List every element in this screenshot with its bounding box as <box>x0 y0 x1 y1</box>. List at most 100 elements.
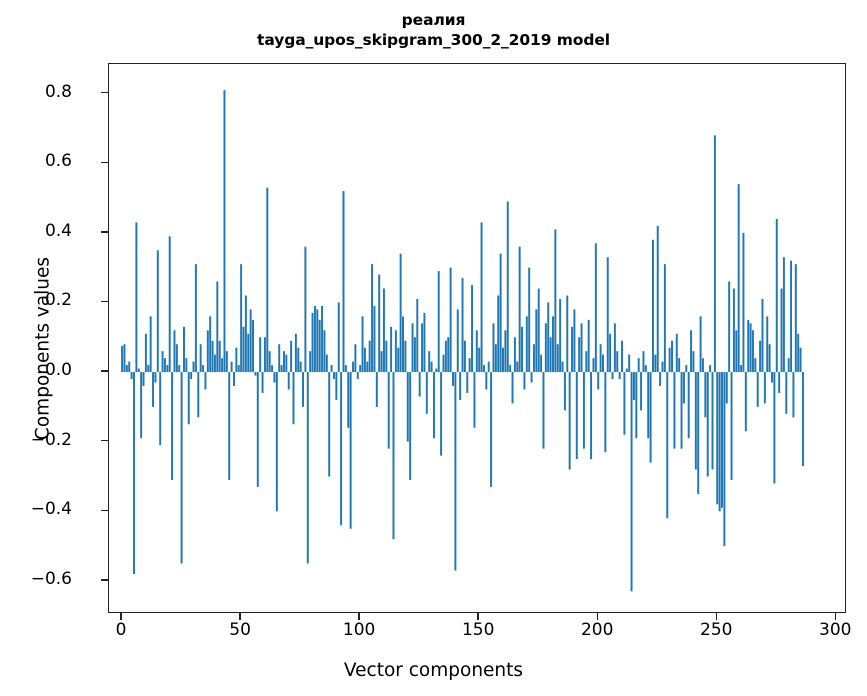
bar <box>499 253 502 373</box>
bar <box>237 365 240 373</box>
bar <box>175 344 178 373</box>
bar <box>518 246 521 373</box>
bar <box>382 288 385 373</box>
bar <box>394 330 397 373</box>
bar <box>233 372 235 386</box>
bar <box>635 372 638 439</box>
bar <box>685 365 688 373</box>
bar <box>290 340 293 373</box>
bar <box>328 372 331 477</box>
bar <box>163 358 166 373</box>
bar <box>306 372 309 564</box>
bar <box>375 372 378 407</box>
bar <box>385 340 388 373</box>
bar <box>582 372 585 449</box>
x-tick-mark <box>477 613 479 620</box>
bar <box>528 267 531 373</box>
bar <box>721 372 723 508</box>
bar <box>194 264 197 373</box>
chart-title-line-1: реалия <box>401 11 466 29</box>
bar <box>487 361 490 373</box>
bar <box>373 305 376 373</box>
bar <box>209 316 212 373</box>
bar <box>323 330 326 373</box>
bar <box>268 351 271 373</box>
bar <box>435 368 438 373</box>
bar <box>744 372 747 432</box>
bar <box>406 372 409 442</box>
x-tick-label: 300 <box>819 620 852 640</box>
bar <box>787 358 790 373</box>
bar <box>532 344 535 373</box>
bar <box>302 372 304 407</box>
bar <box>735 330 738 373</box>
bar <box>228 372 231 480</box>
y-tick-mark <box>101 91 108 94</box>
bar <box>587 319 590 373</box>
bar <box>568 372 571 470</box>
bar <box>423 312 426 373</box>
bar <box>380 351 383 373</box>
bar <box>368 340 371 373</box>
bar <box>294 333 297 373</box>
bar <box>680 372 683 449</box>
bar <box>121 345 124 373</box>
bar <box>140 372 143 439</box>
bar <box>425 372 428 414</box>
bar <box>135 222 138 373</box>
y-tick-mark <box>101 300 108 303</box>
bar <box>261 372 264 393</box>
y-tick-mark <box>101 231 108 233</box>
bar <box>701 358 704 373</box>
bar <box>494 344 497 373</box>
bar <box>309 351 312 373</box>
bar <box>371 264 374 373</box>
bar <box>544 323 547 373</box>
bar <box>247 333 250 373</box>
bar <box>666 372 669 519</box>
bar <box>606 257 609 373</box>
bar <box>690 330 693 373</box>
bar <box>694 372 697 470</box>
bar <box>461 278 464 373</box>
bar <box>644 365 647 373</box>
bar <box>399 253 402 373</box>
bar <box>663 264 666 373</box>
bar <box>628 354 631 373</box>
x-tick-label: 200 <box>580 620 614 640</box>
bar <box>585 351 588 373</box>
bar <box>704 372 707 418</box>
bar <box>573 309 576 373</box>
bar <box>166 365 169 373</box>
bar <box>340 372 343 526</box>
bar <box>668 347 671 373</box>
bar <box>392 372 395 540</box>
bar <box>297 347 300 373</box>
bar <box>221 358 224 373</box>
bar <box>440 372 443 456</box>
bar <box>504 330 507 373</box>
bar <box>737 184 740 373</box>
bar-series <box>121 90 804 592</box>
x-tick-mark <box>239 613 241 620</box>
bar <box>728 281 731 373</box>
bar <box>511 372 514 404</box>
bar <box>304 246 307 373</box>
bar <box>716 372 719 505</box>
bar <box>623 372 626 435</box>
bar <box>652 239 654 373</box>
bar <box>482 365 485 373</box>
bar <box>173 330 176 373</box>
bar <box>185 358 188 373</box>
bar <box>775 218 778 373</box>
bar <box>792 372 795 418</box>
bar <box>592 358 595 373</box>
bar <box>766 316 769 373</box>
bar <box>149 316 152 373</box>
bar <box>709 365 712 373</box>
bar <box>761 298 764 373</box>
bar <box>559 298 562 373</box>
x-tick-mark <box>358 613 360 620</box>
bar <box>397 347 400 373</box>
